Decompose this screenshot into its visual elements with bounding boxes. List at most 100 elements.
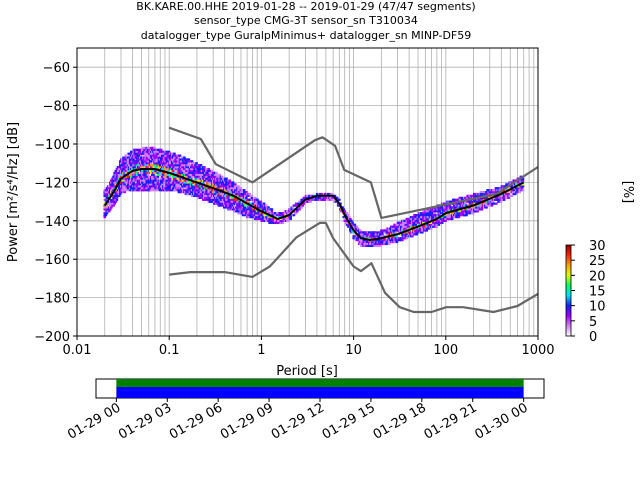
psd-density-cell [118,183,122,186]
psd-density-cell [253,196,257,199]
psd-density-cell [228,189,232,192]
psd-density-cell [271,219,275,222]
psd-density-cell [137,173,141,176]
psd-density-cell [178,162,182,165]
psd-density-cell [499,194,503,198]
psd-density-cell [320,192,323,196]
psd-density-cell [287,217,290,221]
psd-density-cell [114,200,118,203]
y-tick-label: −180 [34,292,70,307]
psd-density-cell [221,185,225,188]
psd-density-cell [335,196,339,199]
psd-density-cell [153,156,156,159]
x-tick-label: 100 [433,343,458,358]
psd-density-cell [126,160,130,163]
psd-density-cell [377,239,381,242]
psd-density-cell [185,162,188,165]
psd-density-cell [273,217,277,221]
psd-density-cell [130,175,133,178]
psd-density-cell [158,171,162,174]
psd-density-cell [137,177,141,180]
psd-density-cell [216,175,219,178]
psd-density-cell [302,202,306,205]
psd-density-cell [167,179,171,182]
psd-density-cell [262,202,266,205]
psd-density-cell [147,148,151,151]
psd-density-cell [453,198,456,201]
psd-plot-area: −60 −80 −100 −120 −140 −160 −180 −200 0.01 0.1 1 1… [6,47,555,379]
psd-density-cell [426,208,430,211]
psd-density-cell [345,212,349,215]
psd-density-cell [476,200,479,203]
psd-density-cell [470,206,474,209]
title-line-2: sensor_type CMG-3T sensor_sn T310034 [194,14,418,27]
noise-model-lines [103,126,538,314]
psd-density-cell [439,212,443,215]
psd-density-cell [126,156,130,159]
psd-density-cell [105,212,109,215]
psd-density-cell [353,235,357,238]
psd-density-cell [210,200,214,203]
psd-density-cell [393,225,396,228]
psd-density-cell [147,158,151,161]
psd-density-cell [393,223,396,226]
y-tick-label: −80 [43,100,70,115]
psd-density-cell [164,154,167,157]
psd-density-cell [512,189,516,192]
psd-density-cell [262,208,266,211]
psd-density-cell [107,210,111,213]
psd-density-cell [375,244,379,247]
psd-density-cell [131,171,134,174]
psd-density-cell [175,171,178,174]
psd-density-cell [134,152,138,155]
psd-density-cell [209,191,213,194]
psd-density-cell [342,215,346,219]
colorbar-gradient [565,244,572,337]
psd-density-cell [411,235,414,238]
psd-density-cell [210,185,214,188]
psd-density-cell [237,185,240,188]
psd-density-cell [269,212,273,215]
psd-density-cell [405,237,409,240]
psd-density-cell [183,189,186,192]
psd-density-cell [130,152,133,155]
psd-density-cell [387,242,391,246]
timeline-tick-label: 01-29 09 [218,400,276,442]
psd-density-cell [156,181,160,184]
psd-density-cell [235,185,238,188]
psd-density-cell [190,191,194,194]
psd-density-cell [239,191,243,194]
psd-density-cell [204,198,207,201]
timeline-tick-label: 01-29 21 [422,400,480,442]
psd-density-cell [461,212,465,215]
psd-density-cell [136,148,140,151]
psd-density-cell [123,191,126,194]
psd-density-cell [292,214,296,217]
psd-density-cell [147,175,151,178]
psd-density-cell [301,204,305,207]
psd-density-cell [267,206,270,209]
psd-density-cell [478,200,482,203]
psd-density-cell [289,215,292,219]
psd-density-cell [360,240,363,244]
new-high-noise-model-line [168,126,538,219]
psd-density-cell [194,164,197,167]
psd-density-cell [440,219,444,222]
psd-density-cell [479,198,483,201]
psd-density-cell [246,208,249,211]
psd-density-cell [163,171,166,174]
psd-density-cell [395,235,399,238]
psd-density-cell [362,239,365,242]
psd-density-cell [201,191,205,194]
psd-density-cell [224,189,227,192]
psd-density-cell [257,200,260,203]
psd-density-cell [349,217,352,221]
psd-density-cell [485,206,488,209]
psd-density-cell [508,194,511,198]
psd-density-cell [138,150,142,153]
psd-density-cell [444,217,447,221]
psd-density-cell [238,206,242,209]
coverage-bar-bottom [116,387,524,398]
psd-density-cell [217,185,221,188]
psd-density-cell [204,192,207,196]
